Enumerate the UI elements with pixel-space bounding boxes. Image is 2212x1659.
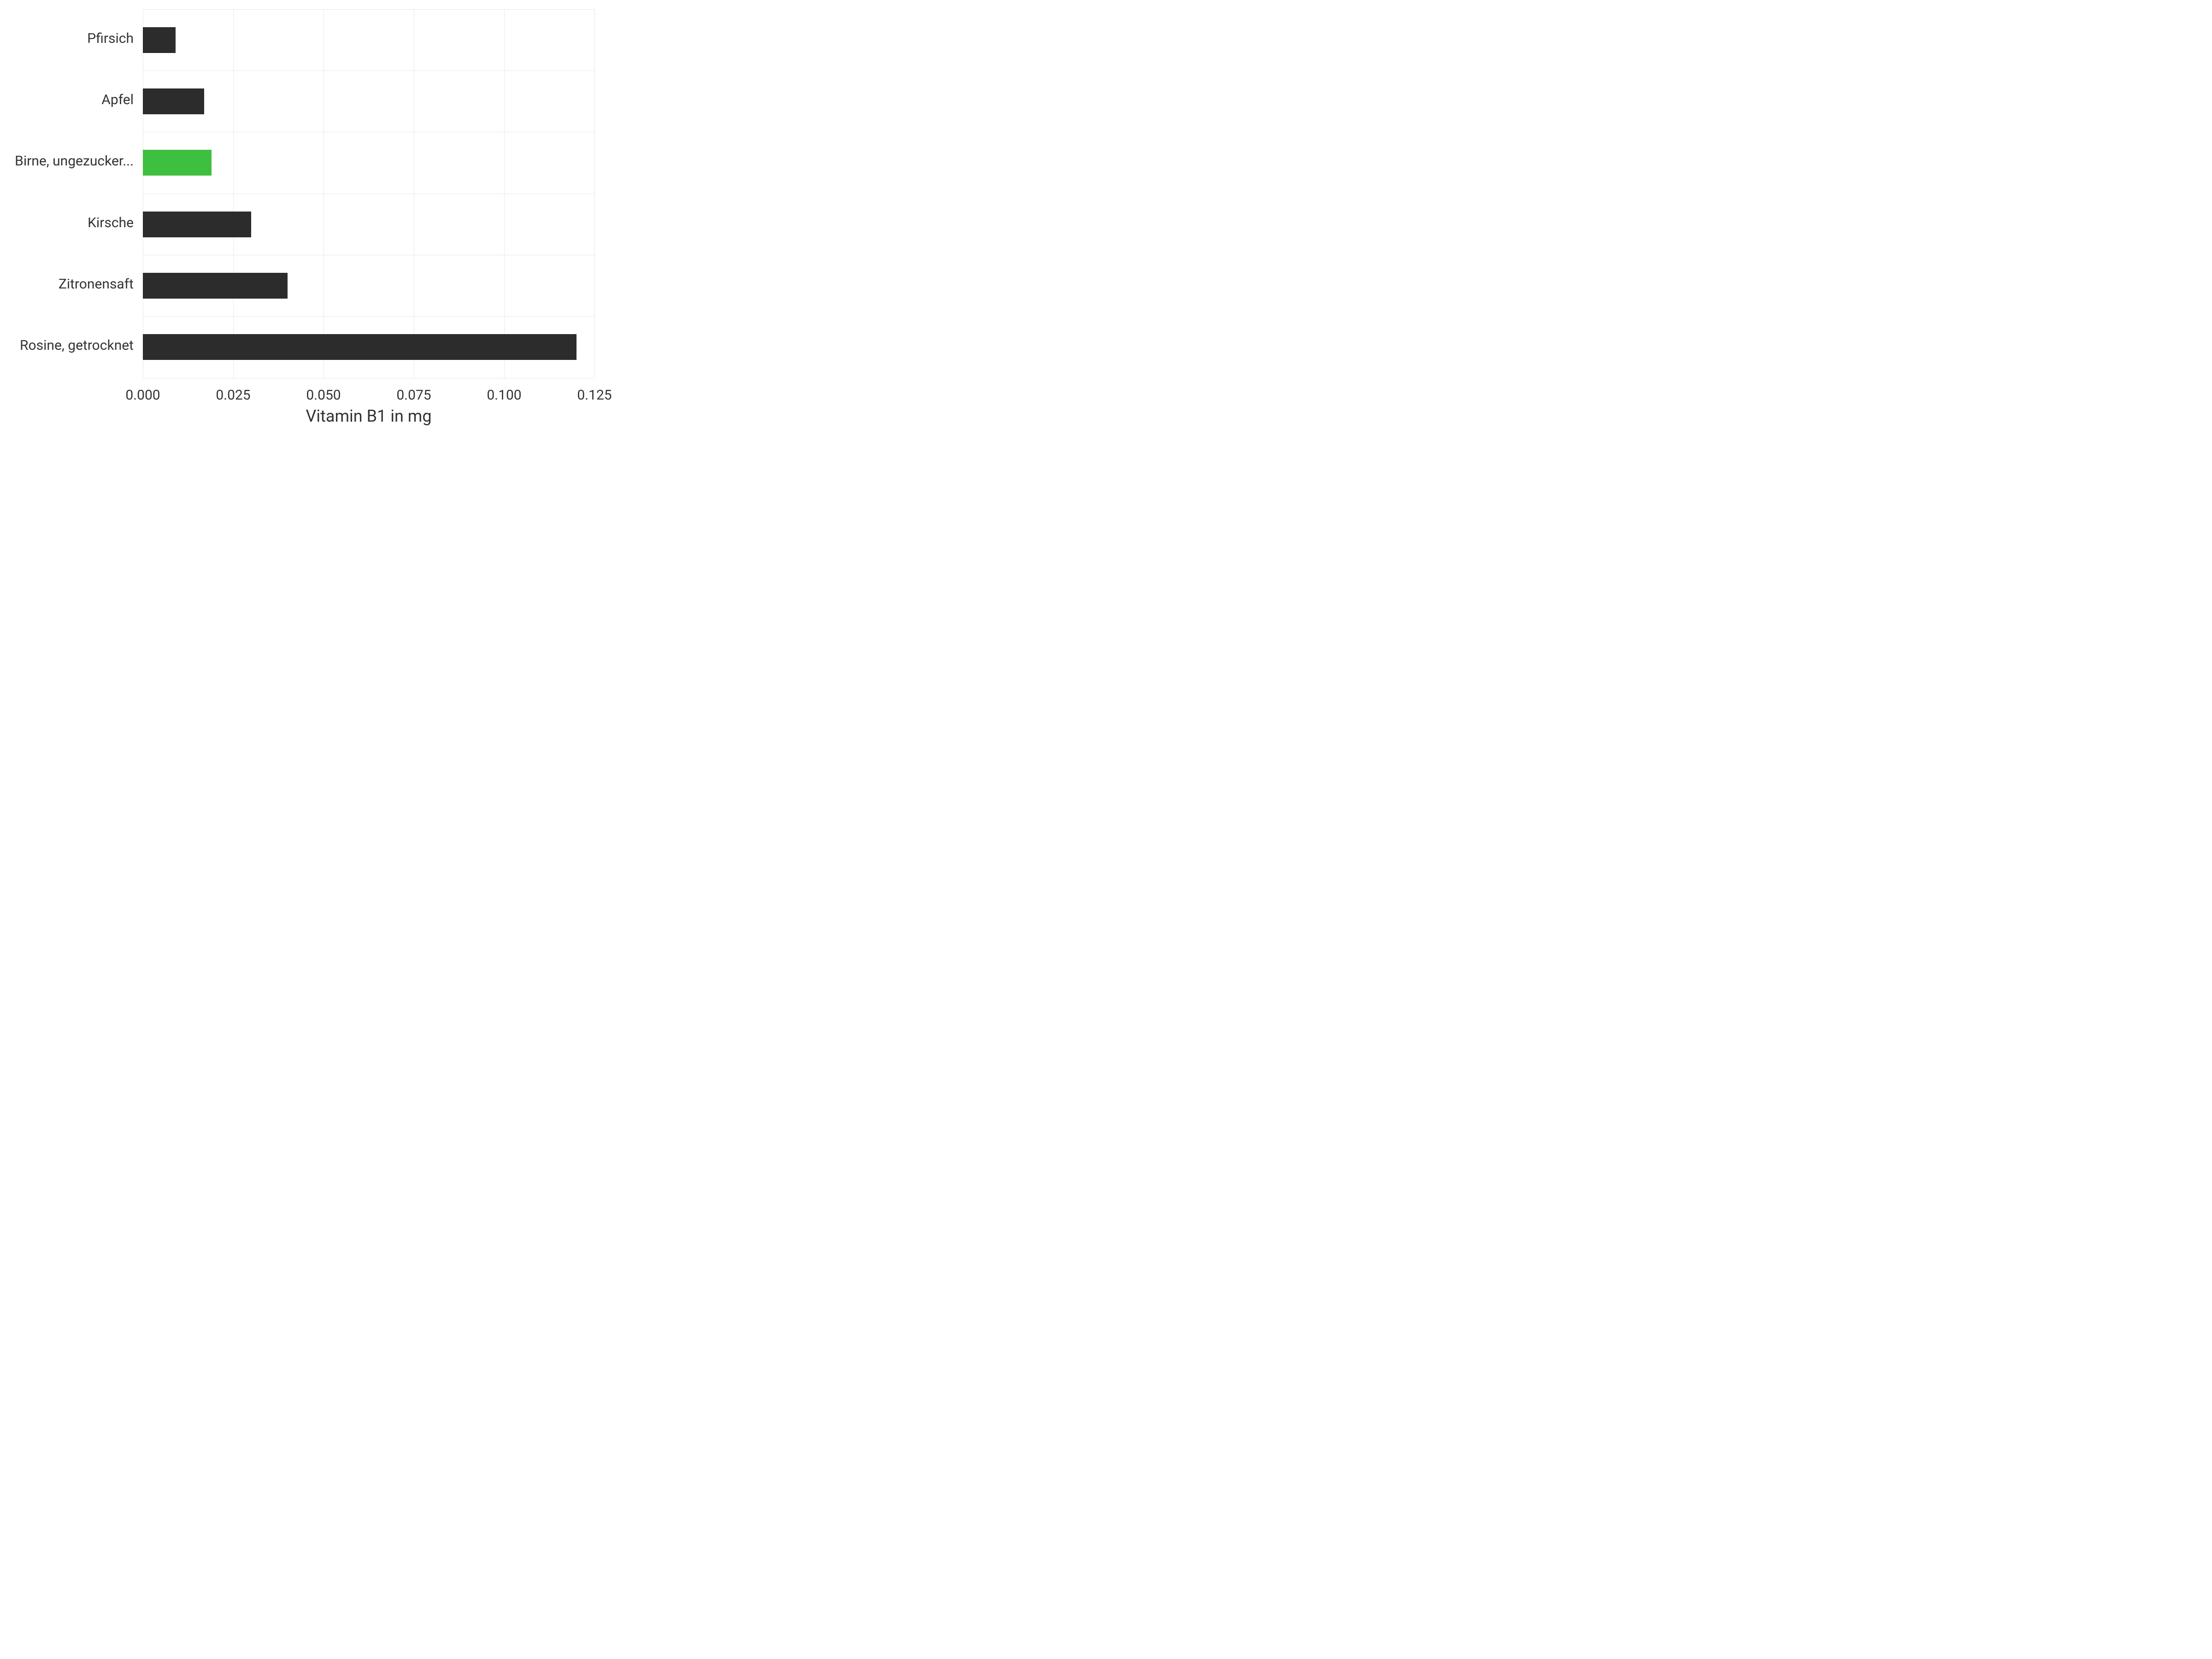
x-axis-tick-label: 0.125 <box>567 387 622 403</box>
x-axis-tick-label: 0.000 <box>115 387 171 403</box>
x-axis-tick-label: 0.100 <box>477 387 532 403</box>
y-axis-label: Zitronensaft <box>59 276 134 292</box>
y-axis-label: Rosine, getrocknet <box>20 337 134 353</box>
gridline-horizontal <box>143 316 594 317</box>
bar <box>143 273 288 299</box>
x-axis-tick-label: 0.025 <box>206 387 261 403</box>
y-axis-label: Pfirsich <box>87 30 134 47</box>
bar <box>143 212 251 237</box>
bar <box>143 88 204 114</box>
bar <box>143 150 212 176</box>
plot-area <box>143 9 594 378</box>
bar <box>143 334 577 360</box>
x-axis-title: Vitamin B1 in mg <box>143 406 594 426</box>
gridline-horizontal <box>143 9 594 10</box>
bar <box>143 27 176 53</box>
y-axis-label: Apfel <box>101 92 134 108</box>
x-axis-tick-label: 0.075 <box>386 387 441 403</box>
bar-chart: Pfirsich Apfel Birne, ungezucker... Kirsche… <box>0 0 594 447</box>
y-axis-label: Kirsche <box>88 215 134 231</box>
y-axis-label: Birne, ungezucker... <box>15 153 134 169</box>
x-axis-tick-label: 0.050 <box>296 387 351 403</box>
